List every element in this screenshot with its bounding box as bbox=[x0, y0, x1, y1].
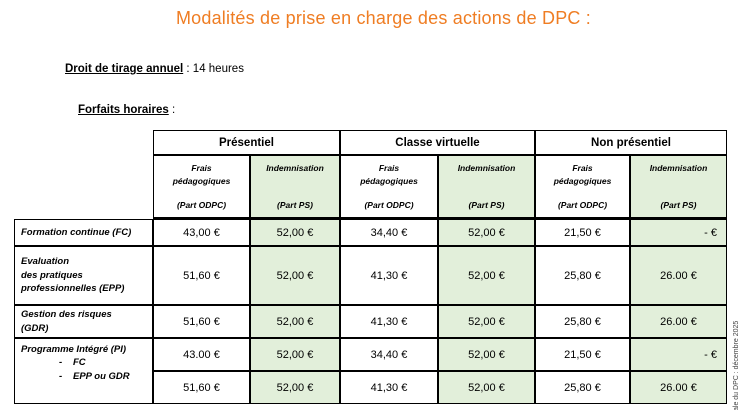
subheader-part: (Part ODPC) bbox=[176, 200, 227, 210]
pi-bullet-fc: - FC bbox=[59, 357, 86, 369]
droit-de-tirage-line: Droit de tirage annuel : 14 heures bbox=[65, 63, 244, 75]
subheader-part: (Part PS) bbox=[660, 200, 697, 210]
fee-cell: 43.00 € bbox=[153, 338, 250, 371]
subheader-frais-pedagogiques-non-presentiel: Frais pédagogiques (Part ODPC) bbox=[535, 155, 630, 219]
subheader-title: Frais pédagogiques bbox=[172, 163, 231, 186]
subheader-title: Frais pédagogiques bbox=[360, 163, 418, 186]
fee-cell: 51,60 € bbox=[153, 371, 250, 404]
fee-cell: 43,00 € bbox=[153, 219, 250, 246]
subheader-indemnisation-non-presentiel: Indemnisation (Part PS) bbox=[630, 155, 727, 219]
subheader-title: Indemnisation bbox=[266, 163, 324, 173]
forfaits-horaires-colon: : bbox=[168, 104, 176, 116]
subheader-frais-pedagogiques-presentiel: Frais pédagogiques (Part ODPC) bbox=[153, 155, 250, 219]
fee-cell: - € bbox=[630, 219, 727, 246]
fee-cell: 52,00 € bbox=[438, 246, 535, 305]
subheader-title: Indemnisation bbox=[649, 163, 708, 173]
fee-cell: 25,80 € bbox=[535, 305, 630, 338]
column-group-presentiel: Présentiel bbox=[153, 130, 340, 155]
subheader-part: (Part ODPC) bbox=[364, 200, 414, 210]
fee-cell: 34,40 € bbox=[340, 219, 438, 246]
fee-cell: 52,00 € bbox=[250, 305, 340, 338]
subheader-title: Frais pédagogiques bbox=[553, 163, 612, 186]
fee-cell: 52,00 € bbox=[438, 371, 535, 404]
fee-cell: 26.00 € bbox=[630, 371, 727, 404]
fee-cell: 52,00 € bbox=[250, 246, 340, 305]
side-note-vertical: ale du DPC : décembre 2025 bbox=[733, 320, 740, 410]
fee-cell: 52,00 € bbox=[250, 219, 340, 246]
fee-cell: 52,00 € bbox=[250, 338, 340, 371]
pricing-table: Présentiel Classe virtuelle Non présenti… bbox=[14, 130, 727, 404]
forfaits-horaires-line: Forfaits horaires : bbox=[78, 104, 175, 116]
subheader-part: (Part PS) bbox=[277, 200, 313, 210]
subheader-title: Indemnisation bbox=[457, 163, 516, 173]
fee-cell: 51,60 € bbox=[153, 246, 250, 305]
fee-cell: 21,50 € bbox=[535, 219, 630, 246]
subheader-part: (Part ODPC) bbox=[557, 200, 608, 210]
bullet-dash: - bbox=[59, 357, 63, 369]
row-label-formation-continue: Formation continue (FC) bbox=[14, 219, 153, 246]
forfaits-horaires-label: Forfaits horaires bbox=[78, 104, 169, 116]
row-label-gdr: Gestion des risques (GDR) bbox=[14, 305, 153, 338]
subheader-part: (Part PS) bbox=[468, 200, 505, 210]
subheader-indemnisation-presentiel: Indemnisation (Part PS) bbox=[250, 155, 340, 219]
pi-bullet-epp-gdr: - EPP ou GDR bbox=[59, 370, 130, 382]
fee-cell: 41,30 € bbox=[340, 246, 438, 305]
subheader-frais-pedagogiques-classe-virtuelle: Frais pédagogiques (Part ODPC) bbox=[340, 155, 438, 219]
droit-de-tirage-value: : 14 heures bbox=[183, 63, 244, 75]
subheader-indemnisation-classe-virtuelle: Indemnisation (Part PS) bbox=[438, 155, 535, 219]
fee-cell: 41,30 € bbox=[340, 371, 438, 404]
column-group-non-presentiel: Non présentiel bbox=[535, 130, 727, 155]
table-corner-spacer bbox=[14, 130, 153, 219]
bullet-dash: - bbox=[59, 370, 63, 382]
fee-cell: 52,00 € bbox=[250, 371, 340, 404]
fee-cell: 52,00 € bbox=[438, 219, 535, 246]
fee-cell: 26.00 € bbox=[630, 305, 727, 338]
fee-cell: - € bbox=[630, 338, 727, 371]
fee-cell: 51,60 € bbox=[153, 305, 250, 338]
fee-cell: 26.00 € bbox=[630, 246, 727, 305]
row-label-epp: Evaluation des pratiques professionnelle… bbox=[14, 246, 153, 305]
droit-de-tirage-label: Droit de tirage annuel bbox=[65, 63, 184, 75]
fee-cell: 41,30 € bbox=[340, 305, 438, 338]
page-title: Modalités de prise en charge des actions… bbox=[175, 8, 592, 28]
fee-cell: 34,40 € bbox=[340, 338, 438, 371]
fee-cell: 21,50 € bbox=[535, 338, 630, 371]
fee-cell: 52,00 € bbox=[438, 338, 535, 371]
fee-cell: 52,00 € bbox=[438, 305, 535, 338]
row-label-programme-integre: Programme Intégré (PI) - FC - EPP ou GDR bbox=[14, 338, 153, 404]
column-group-classe-virtuelle: Classe virtuelle bbox=[340, 130, 535, 155]
fee-cell: 25,80 € bbox=[535, 246, 630, 305]
fee-cell: 25,80 € bbox=[535, 371, 630, 404]
